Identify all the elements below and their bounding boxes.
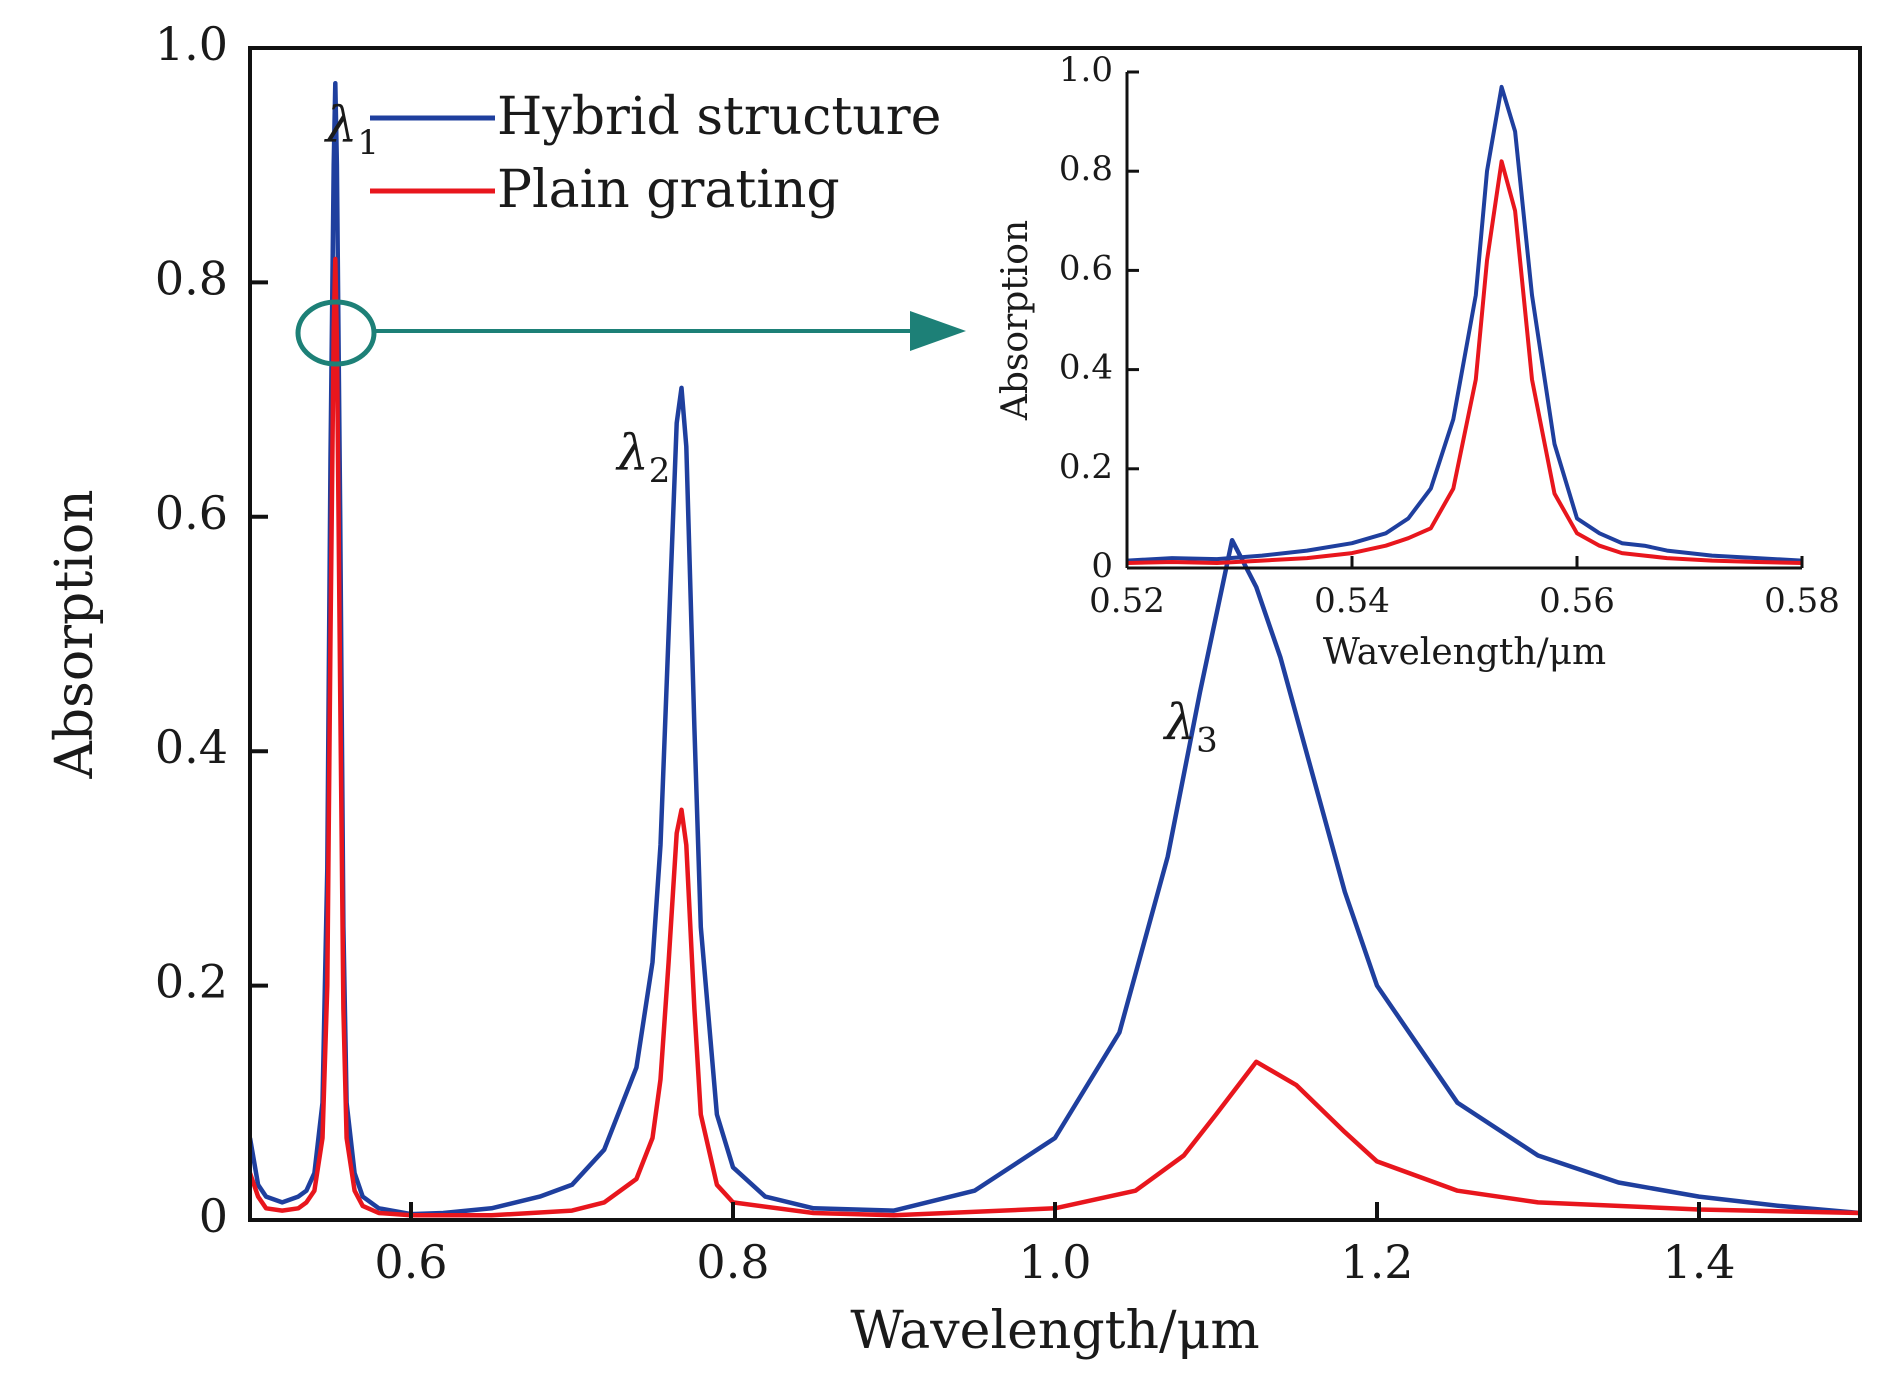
peak-annotation-2: λ2 — [615, 424, 670, 491]
main-frame — [248, 46, 1862, 1222]
main-ytick-label: 0 — [199, 1189, 228, 1243]
main-xtick-label: 1.4 — [1662, 1235, 1735, 1289]
main-series-line-0 — [250, 80, 1860, 1217]
main-ytick-label: 0.2 — [155, 955, 228, 1009]
peak-annotation-3: λ3 — [1162, 693, 1217, 760]
legend: Hybrid structure Plain grating — [370, 87, 941, 220]
inset-series — [1127, 84, 1802, 565]
main-x-axis-title: Wavelength/μm — [850, 1301, 1259, 1361]
peak-annotation-1: λ1 — [324, 96, 379, 163]
inset-x-axis-title: Wavelength/μm — [1323, 632, 1606, 673]
inset-ytick-label: 0 — [1091, 546, 1113, 586]
main-y-axis-title: Absorption — [45, 489, 105, 779]
main-plot: 0.6 0.8 1.0 1.2 1.4 0 0.2 0.4 0.6 0.8 1.0 Wavelengt… — [45, 17, 1862, 1361]
main-xtick-label: 0.6 — [374, 1235, 447, 1289]
inset-xtick-label: 0.58 — [1764, 581, 1840, 621]
legend-label-0: Hybrid structure — [497, 87, 941, 147]
inset-series-line-1 — [1127, 159, 1802, 565]
main-series-line-1 — [250, 256, 1860, 1218]
inset-xtick-label: 0.56 — [1539, 581, 1615, 621]
main-xtick-label: 1.2 — [1340, 1235, 1413, 1289]
inset-xtick-label: 0.54 — [1314, 581, 1390, 621]
main-ytick-label: 0.8 — [155, 251, 228, 305]
main-ytick-label: 1.0 — [155, 17, 228, 71]
main-xtick-label: 0.8 — [696, 1235, 769, 1289]
inset-ytick-label: 1.0 — [1059, 50, 1113, 90]
inset-ytick-label: 0.8 — [1059, 149, 1113, 189]
inset-y-axis-title: Absorption — [995, 220, 1036, 421]
main-ytick-label: 0.6 — [155, 486, 228, 540]
inset-ytick-label: 0.4 — [1059, 348, 1113, 388]
legend-label-1: Plain grating — [497, 160, 840, 220]
inset-plot: 0.52 0.54 0.56 0.58 0 0.2 0.4 0.6 0.8 1.0 Waveleng… — [995, 50, 1840, 673]
main-series — [250, 80, 1860, 1218]
inset-xtick-label: 0.52 — [1089, 581, 1165, 621]
main-ytick-label: 0.4 — [155, 720, 228, 774]
inset-ytick-label: 0.2 — [1059, 447, 1113, 487]
inset-ytick-label: 0.6 — [1059, 248, 1113, 288]
inset-series-line-0 — [1127, 84, 1802, 563]
main-xtick-label: 1.0 — [1018, 1235, 1091, 1289]
